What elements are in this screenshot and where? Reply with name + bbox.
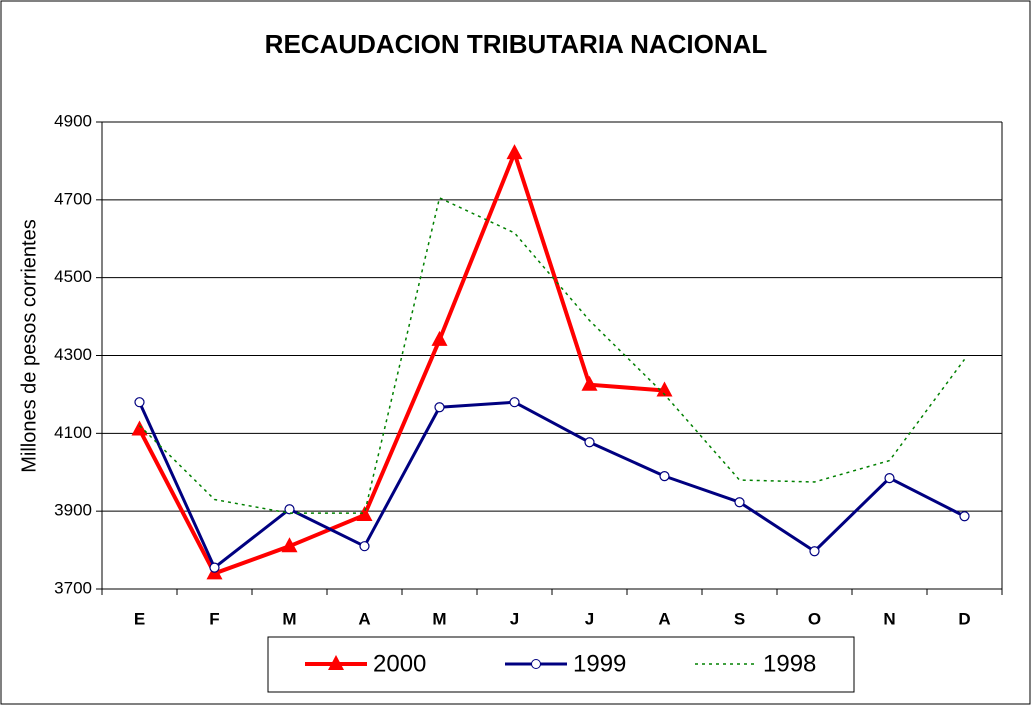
series-line (138, 400, 966, 570)
data-point (809, 546, 820, 557)
data-point (431, 330, 448, 346)
x-tick-label: A (658, 609, 670, 628)
data-point (356, 506, 373, 522)
data-point (134, 397, 145, 408)
data-point (581, 375, 598, 391)
data-point (281, 537, 298, 553)
x-tick-label: A (358, 609, 370, 628)
data-point (284, 504, 295, 515)
legend-label: 2000 (373, 650, 426, 677)
series-line (137, 151, 665, 576)
data-point (359, 541, 370, 552)
y-tick-label: 3700 (54, 578, 92, 597)
data-point (209, 562, 220, 573)
legend-label: 1999 (573, 650, 626, 677)
y-tick-label: 4700 (54, 189, 92, 208)
data-point (434, 402, 445, 413)
data-point (509, 397, 520, 408)
legend-marker (328, 655, 344, 670)
y-axis-label: Millones de pesos corrientes (18, 219, 40, 472)
y-tick-label: 4100 (54, 423, 92, 442)
legend-label: 1998 (763, 650, 816, 677)
data-point (656, 381, 673, 397)
x-tick-label: S (734, 609, 745, 628)
chart-title: RECAUDACION TRIBUTARIA NACIONAL (265, 29, 768, 59)
x-tick-label: F (209, 609, 219, 628)
data-point (131, 420, 148, 436)
y-tick-label: 4500 (54, 267, 92, 286)
x-tick-label: O (808, 609, 821, 628)
data-point (659, 471, 670, 482)
data-point (734, 497, 745, 508)
x-tick-label: J (510, 609, 519, 628)
x-tick-label: D (958, 609, 970, 628)
legend-marker (531, 659, 541, 669)
series-line (138, 197, 966, 514)
data-point (506, 144, 523, 160)
data-point (884, 472, 895, 484)
y-tick-label: 4900 (54, 111, 92, 130)
x-tick-label: E (134, 609, 145, 628)
y-tick-label: 4300 (54, 345, 92, 364)
x-tick-label: M (432, 609, 446, 628)
x-tick-label: N (883, 609, 895, 628)
x-tick-label: M (282, 609, 296, 628)
x-tick-label: J (585, 609, 594, 628)
data-point (584, 437, 595, 448)
y-tick-label: 3900 (54, 501, 92, 520)
data-point (959, 511, 970, 522)
